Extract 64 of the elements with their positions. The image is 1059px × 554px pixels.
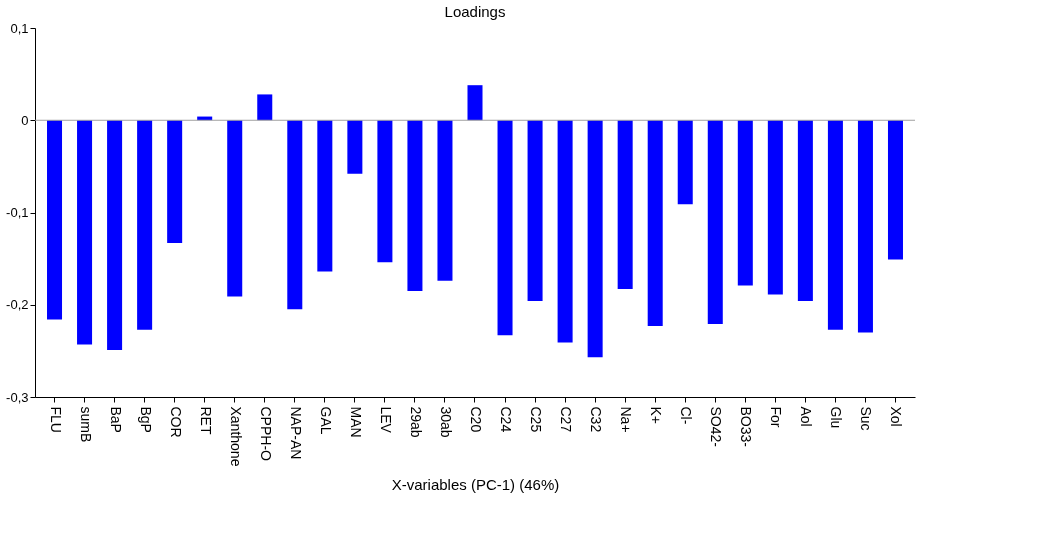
bar [377, 120, 393, 263]
bar [497, 120, 513, 336]
x-tick-label: C24 [498, 406, 515, 433]
bar [887, 120, 903, 260]
x-tick-label: For [768, 406, 785, 428]
bar [767, 120, 783, 295]
bar [617, 120, 633, 290]
x-tick-label: Aol [798, 406, 815, 427]
bar [257, 94, 273, 121]
x-tick-label: Glu [828, 406, 845, 429]
bar [167, 120, 183, 243]
x-tick-label: BO33- [738, 406, 755, 448]
x-tick-label: GAL [317, 406, 334, 435]
x-tick-label: NAP-AN [287, 406, 304, 460]
bar [347, 120, 363, 174]
x-tick-label: C25 [528, 406, 545, 433]
x-tick-label: Na+ [618, 406, 635, 433]
chart-title: Loadings [444, 3, 506, 20]
x-tick-label: C27 [558, 406, 575, 433]
y-tick-label: 0,1 [10, 20, 29, 36]
bar [587, 120, 603, 358]
bar [647, 120, 663, 326]
y-tick-label: -0,1 [6, 205, 29, 220]
x-tick-label: 29ab [407, 406, 424, 438]
x-tick-label: Xol [888, 406, 905, 427]
x-tick-label: CPPH-O [257, 406, 274, 462]
x-tick-label: BaP [107, 406, 124, 433]
x-tick-label: C20 [468, 406, 484, 433]
x-tick-label: SO42- [708, 406, 725, 448]
bar [677, 120, 693, 205]
x-tick-label: BgP [137, 406, 154, 433]
x-tick-label: Xanthone [227, 406, 244, 467]
bar [797, 120, 813, 302]
bar [47, 120, 63, 320]
bar [227, 120, 243, 297]
bar [407, 120, 423, 291]
bar [737, 120, 753, 286]
bar [527, 120, 543, 302]
bar [857, 120, 873, 333]
x-tick-label: RET [197, 406, 214, 435]
x-tick-label: C32 [588, 406, 605, 433]
x-tick-label: K+ [648, 406, 665, 425]
bar [107, 120, 123, 350]
bar [77, 120, 93, 345]
bar [287, 120, 303, 310]
bar [317, 120, 333, 272]
y-tick-label: 0 [21, 112, 29, 128]
x-tick-label: COR [167, 406, 184, 438]
bar [437, 120, 453, 281]
bar [557, 120, 573, 343]
x-tick-label: Suc [858, 406, 875, 431]
x-tick-label: Cl- [678, 406, 695, 425]
x-tick-label: MAN [347, 406, 364, 438]
x-tick-label: sumB [77, 406, 94, 443]
x-axis-title: X-variables (PC-1) (46%) [391, 476, 560, 494]
bar [137, 120, 153, 330]
x-tick-label: 30ab [437, 406, 454, 438]
bar [707, 120, 723, 325]
y-tick-label: -0,2 [6, 297, 29, 313]
x-tick-label: LEV [377, 406, 394, 434]
bar [827, 120, 843, 330]
y-tick-label: -0,3 [6, 389, 29, 405]
bar [467, 85, 483, 121]
x-tick-label: FLU [47, 406, 64, 433]
